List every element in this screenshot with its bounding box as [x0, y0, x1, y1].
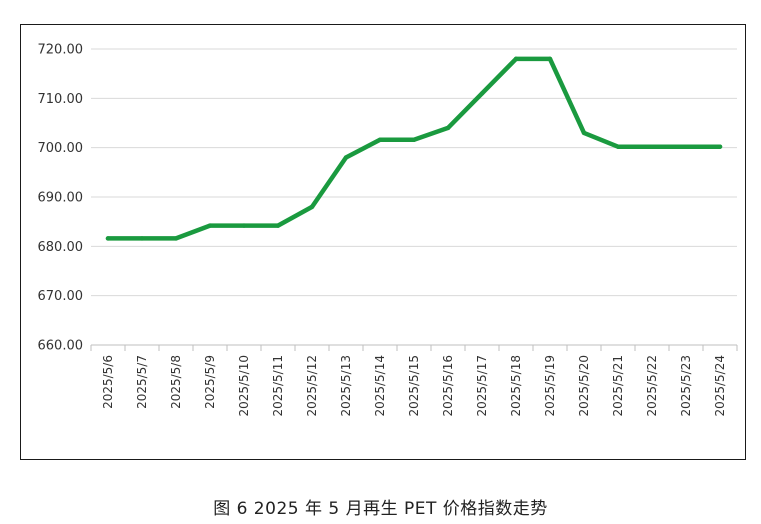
y-tick-label: 680.00	[38, 240, 84, 255]
data-point	[649, 144, 655, 149]
data-point	[275, 223, 281, 228]
y-tick-label: 690.00	[38, 191, 84, 206]
x-tick-label: 2025/5/22	[645, 355, 659, 417]
x-tick-label: 2025/5/20	[577, 355, 591, 417]
x-tick-label: 2025/5/7	[135, 355, 149, 409]
data-point	[513, 56, 519, 62]
x-tick-label: 2025/5/18	[509, 355, 523, 417]
data-point	[445, 125, 451, 131]
data-point	[343, 155, 349, 160]
data-point	[309, 204, 315, 210]
x-tick-label: 2025/5/19	[543, 355, 557, 417]
x-tick-label: 2025/5/21	[611, 355, 625, 417]
data-point	[479, 91, 485, 96]
x-tick-label: 2025/5/9	[203, 355, 217, 409]
y-tick-label: 720.00	[38, 43, 84, 58]
figure-caption: 图 6 2025 年 5 月再生 PET 价格指数走势	[213, 499, 548, 519]
y-tick-label: 710.00	[38, 92, 84, 107]
data-point	[411, 137, 417, 142]
x-tick-label: 2025/5/24	[713, 355, 727, 417]
x-tick-label: 2025/5/8	[169, 355, 183, 409]
data-point	[615, 144, 621, 149]
data-point	[717, 144, 723, 149]
data-point	[547, 56, 553, 62]
data-point	[173, 236, 179, 241]
x-tick-label: 2025/5/15	[407, 355, 421, 417]
series-layer	[105, 56, 723, 241]
y-tick-label: 700.00	[38, 141, 84, 156]
data-point	[105, 236, 111, 241]
x-tick-label: 2025/5/12	[305, 355, 319, 417]
x-tick-label: 2025/5/13	[339, 355, 353, 417]
series-line	[105, 56, 723, 241]
data-point	[207, 223, 213, 228]
x-tick-label: 2025/5/14	[373, 355, 387, 417]
x-tick-label: 2025/5/10	[237, 355, 251, 417]
x-tick-label: 2025/5/17	[475, 355, 489, 417]
data-point	[377, 137, 383, 142]
data-point	[683, 144, 689, 149]
data-point	[139, 236, 145, 241]
gridlines	[91, 48, 737, 297]
line-chart: 660.00 670.00 680.00 690.00 700.00 710.00 720.…	[38, 43, 738, 417]
data-point	[241, 223, 247, 228]
y-axis-tick-labels: 660.00 670.00 680.00 690.00 700.00 710.00 720.…	[38, 43, 84, 354]
chart-frame: 660.00 670.00 680.00 690.00 700.00 710.00 720.…	[20, 24, 746, 460]
x-tick-label: 2025/5/6	[101, 355, 115, 409]
data-point	[581, 130, 587, 136]
y-tick-label: 660.00	[38, 339, 84, 354]
x-tick-label: 2025/5/11	[271, 355, 285, 417]
x-axis-tick-labels: 2025/5/6 2025/5/7 2025/5/8 2025/5/9 2025/5/1…	[101, 355, 727, 417]
x-tick-label: 2025/5/16	[441, 355, 455, 417]
y-tick-label: 670.00	[38, 289, 84, 304]
axes	[90, 344, 738, 351]
x-tick-label: 2025/5/23	[679, 355, 693, 417]
